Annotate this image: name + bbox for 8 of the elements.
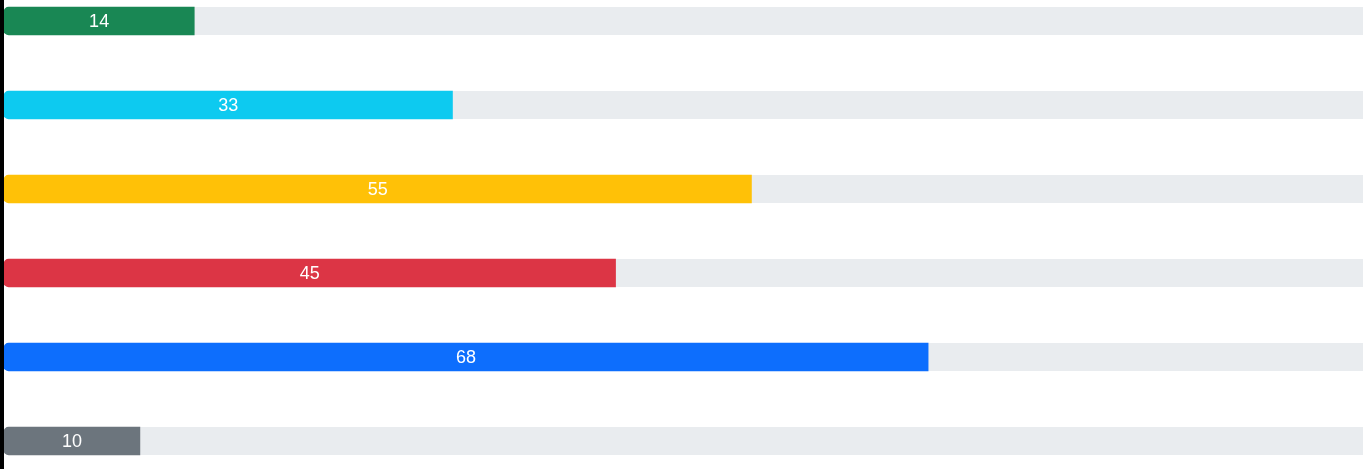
data-label: 33	[218, 94, 239, 115]
data-label: 10	[61, 430, 82, 451]
bar	[4, 6, 195, 36]
data-label: 45	[299, 262, 320, 283]
bar	[4, 426, 141, 456]
data-label: 55	[367, 178, 388, 199]
data-label: 68	[456, 346, 477, 367]
data-label: 14	[89, 10, 110, 31]
